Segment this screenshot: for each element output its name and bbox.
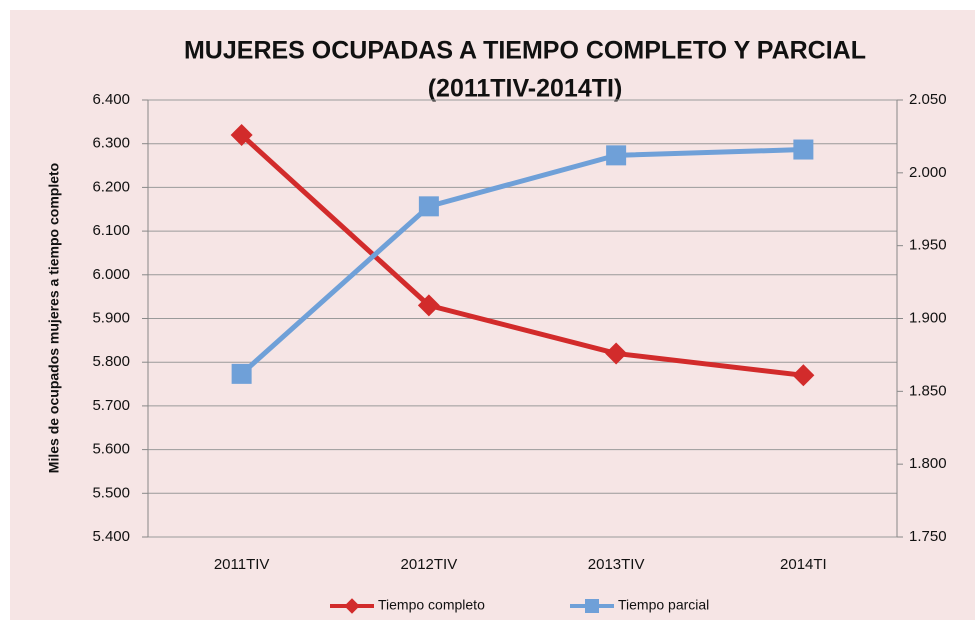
x-tick-label: 2014TI xyxy=(780,556,827,573)
y-tick-label: 5.800 xyxy=(92,353,130,370)
x-tick-label: 2012TIV xyxy=(401,556,458,573)
marker xyxy=(231,363,252,384)
y2-tick-label: 2.000 xyxy=(909,164,947,181)
y2-tick-label: 2.050 xyxy=(909,91,947,108)
legend-label: Tiempo completo xyxy=(378,597,485,613)
y-tick-label: 6.000 xyxy=(92,266,130,283)
y-tick-label: 5.600 xyxy=(92,441,130,458)
y2-tick-label: 1.850 xyxy=(909,382,947,399)
line xyxy=(239,133,804,378)
line xyxy=(239,147,804,376)
y-tick-label: 6.100 xyxy=(92,222,130,239)
y-tick-label: 5.900 xyxy=(92,309,130,326)
y-tick-label: 6.200 xyxy=(92,178,130,195)
y-axis-label: Miles de ocupados mujeres a tiempo compl… xyxy=(46,163,62,473)
chart-subtitle: (2011TIV-2014TI) xyxy=(428,75,623,103)
y-tick-label: 5.400 xyxy=(92,528,130,545)
legend-label: Tiempo parcial xyxy=(618,597,709,613)
marker xyxy=(793,139,814,160)
x-tick-label: 2013TIV xyxy=(588,556,645,573)
marker xyxy=(417,294,440,317)
marker xyxy=(418,196,439,217)
marker xyxy=(606,145,627,166)
y-tick-label: 5.700 xyxy=(92,397,130,414)
y-tick-label: 5.500 xyxy=(92,484,130,501)
chart-background xyxy=(10,10,975,620)
marker xyxy=(605,342,628,365)
y2-tick-label: 1.950 xyxy=(909,237,947,254)
y2-tick-label: 1.800 xyxy=(909,455,947,472)
marker xyxy=(230,123,253,146)
marker xyxy=(792,364,815,387)
chart-title: MUJERES OCUPADAS A TIEMPO COMPLETO Y PAR… xyxy=(184,37,866,65)
y2-tick-label: 1.750 xyxy=(909,528,947,545)
legend-marker xyxy=(585,599,599,613)
x-tick-label: 2011TIV xyxy=(214,556,270,573)
y-tick-label: 6.300 xyxy=(92,135,130,152)
y2-tick-label: 1.900 xyxy=(909,309,947,326)
y-tick-label: 6.400 xyxy=(92,91,130,108)
legend-marker xyxy=(344,598,360,614)
